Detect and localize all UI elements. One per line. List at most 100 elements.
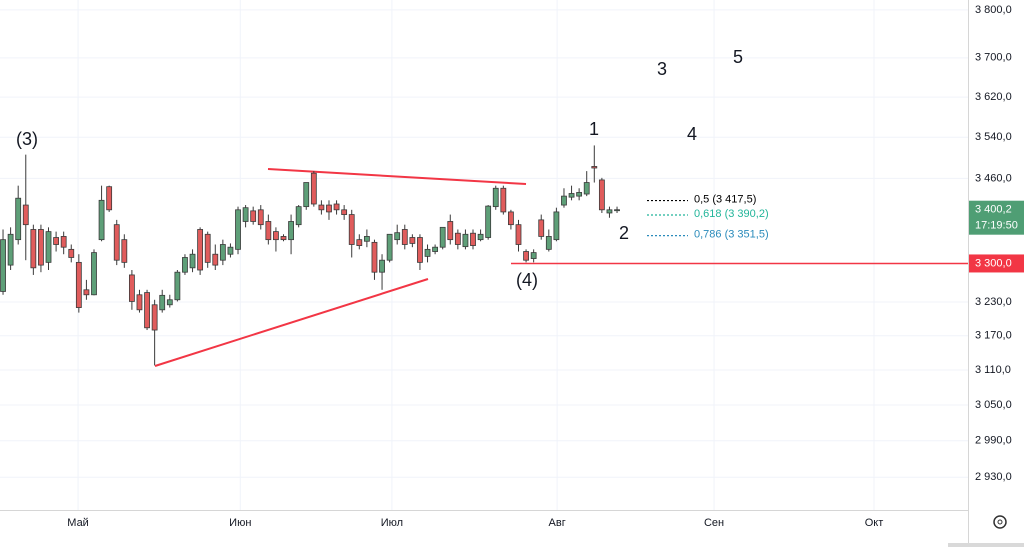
candle-body bbox=[128, 274, 135, 302]
y-tick-label: 3 230,0 bbox=[975, 296, 1012, 308]
x-tick-label: Июн bbox=[229, 517, 251, 529]
candle-body bbox=[598, 179, 605, 211]
candle-body bbox=[204, 233, 211, 263]
candle-body bbox=[219, 244, 226, 261]
candle-body bbox=[98, 199, 105, 241]
candle-body bbox=[462, 233, 469, 248]
candle-body bbox=[106, 186, 113, 211]
candle-body bbox=[0, 239, 6, 292]
candle-body bbox=[318, 204, 325, 211]
candle-body bbox=[310, 172, 317, 205]
candle-body bbox=[121, 239, 128, 263]
candle-body bbox=[182, 257, 188, 273]
candle-body bbox=[151, 304, 158, 331]
candle-body bbox=[576, 192, 583, 197]
candle-body bbox=[197, 229, 204, 271]
candle-body bbox=[75, 261, 82, 308]
y-tick-label: 3 620,0 bbox=[975, 91, 1012, 103]
y-tick-label: 3 700,0 bbox=[975, 52, 1012, 64]
candle-body bbox=[508, 211, 514, 226]
trend-line bbox=[154, 278, 429, 367]
level-label-bg bbox=[969, 254, 1024, 273]
candle-body bbox=[144, 292, 150, 329]
y-tick-label: 2 930,0 bbox=[975, 471, 1012, 483]
candle-body bbox=[159, 294, 166, 311]
fib-label: 0,5 (3 417,5) bbox=[694, 193, 756, 205]
fib-label: 0,786 (3 351,5) bbox=[694, 229, 769, 241]
x-tick-label: Июл bbox=[381, 517, 403, 529]
wave-label: 2 bbox=[619, 223, 629, 243]
candle-body bbox=[424, 248, 431, 257]
y-tick-label: 3 540,0 bbox=[975, 131, 1012, 143]
fib-label: 0,618 (3 390,2) bbox=[694, 208, 769, 220]
candle-body bbox=[227, 246, 234, 255]
candle-body bbox=[538, 219, 545, 237]
gear-icon-center[interactable] bbox=[997, 519, 1003, 525]
candle-body bbox=[386, 233, 393, 261]
candle-body bbox=[470, 232, 476, 246]
candle-body bbox=[530, 252, 537, 259]
candle-body bbox=[250, 210, 257, 222]
y-tick-label: 3 110,0 bbox=[975, 364, 1011, 376]
candle-body bbox=[242, 207, 249, 222]
candle-body bbox=[401, 229, 408, 245]
candle-body bbox=[500, 187, 507, 213]
settings-button[interactable] bbox=[993, 515, 1007, 529]
x-tick-label: Окт bbox=[865, 517, 884, 529]
candle-body bbox=[235, 209, 241, 250]
scrollbar[interactable] bbox=[948, 543, 1024, 547]
candle-body bbox=[265, 221, 272, 241]
candle-body bbox=[409, 237, 416, 244]
candle-body bbox=[68, 248, 75, 258]
candle-body bbox=[113, 224, 120, 261]
y-tick-label: 3 800,0 bbox=[975, 4, 1012, 16]
candle-body bbox=[341, 209, 348, 215]
candle-body bbox=[60, 236, 67, 248]
candle-body bbox=[273, 231, 279, 241]
candle-body bbox=[303, 182, 310, 208]
gear-icon[interactable] bbox=[993, 515, 1007, 529]
candle-body bbox=[485, 205, 492, 238]
candle-body bbox=[280, 236, 287, 241]
candle-body bbox=[568, 193, 575, 198]
y-tick-label: 3 170,0 bbox=[975, 330, 1012, 342]
candle-body bbox=[417, 237, 423, 263]
candle-body bbox=[53, 237, 59, 245]
candle-body bbox=[379, 259, 385, 273]
candle-body bbox=[45, 231, 52, 263]
last-price-bg bbox=[969, 200, 1024, 235]
candle-body bbox=[606, 209, 613, 214]
x-tick-label: Май bbox=[67, 517, 89, 529]
candle-body bbox=[166, 299, 173, 306]
candle-body bbox=[545, 236, 552, 250]
candle-body bbox=[7, 233, 14, 266]
candle-body bbox=[174, 271, 181, 301]
candle-body bbox=[394, 232, 401, 241]
wave-label: 1 bbox=[589, 119, 599, 139]
candle-body bbox=[38, 229, 44, 266]
candle-body bbox=[288, 221, 294, 241]
wave-label: (4) bbox=[516, 270, 538, 290]
candle-body bbox=[257, 209, 264, 226]
level-label: 3 300,0 bbox=[975, 257, 1012, 269]
candle-body bbox=[326, 204, 332, 213]
wave-label: 3 bbox=[657, 59, 667, 79]
candle-body bbox=[492, 187, 499, 208]
y-tick-label: 2 990,0 bbox=[975, 435, 1012, 447]
candle-body bbox=[561, 195, 567, 206]
y-tick-label: 3 460,0 bbox=[975, 172, 1012, 184]
candle-body bbox=[614, 209, 620, 212]
candle-body bbox=[553, 211, 560, 241]
wave-label: (3) bbox=[16, 129, 38, 149]
candle-body bbox=[333, 203, 340, 211]
candle-body bbox=[454, 232, 461, 245]
candle-body bbox=[363, 236, 370, 242]
trend-line bbox=[267, 168, 527, 185]
overlay: 2 930,0 2 990,0 3 050,0 3 110,0 3 170,0 3 230… bbox=[0, 4, 1024, 529]
candle-body bbox=[356, 239, 363, 246]
candle-body bbox=[583, 182, 590, 195]
y-tick-label: 3 050,0 bbox=[975, 399, 1012, 411]
candle-body bbox=[523, 251, 529, 261]
candle-body bbox=[83, 289, 90, 296]
